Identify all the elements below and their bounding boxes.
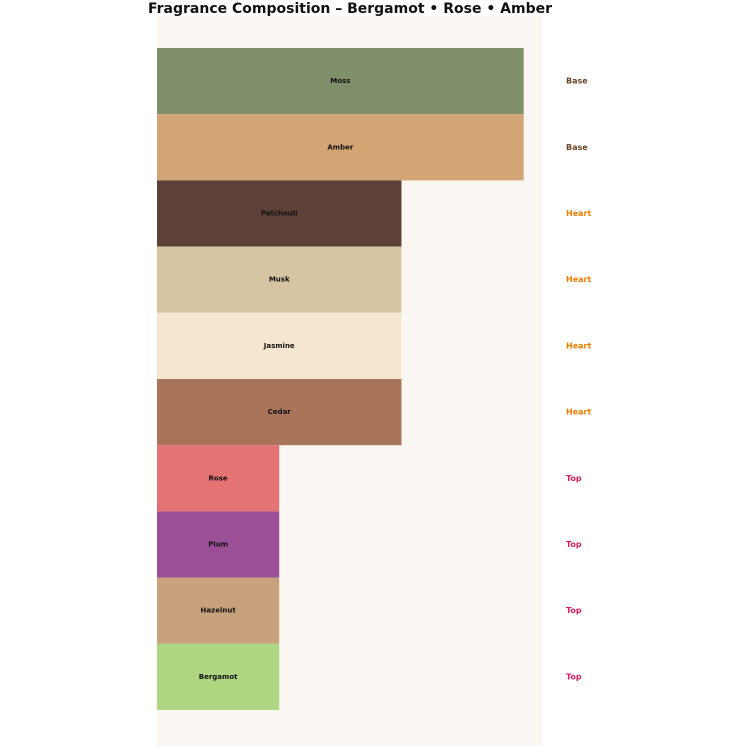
bar-label: Musk bbox=[269, 276, 290, 284]
bar-label: Hazelnut bbox=[201, 607, 237, 615]
bar bbox=[157, 643, 280, 710]
chart-title: Fragrance Composition – Bergamot • Rose … bbox=[148, 1, 552, 17]
bar bbox=[157, 577, 280, 644]
bar bbox=[157, 312, 402, 379]
bar bbox=[157, 246, 402, 313]
tier-label: Heart bbox=[566, 275, 591, 284]
bar bbox=[157, 445, 280, 512]
bar bbox=[157, 114, 524, 181]
bar bbox=[157, 180, 402, 247]
bar-label: Jasmine bbox=[263, 342, 295, 350]
bar bbox=[157, 48, 524, 115]
bar-label: Rose bbox=[209, 474, 228, 482]
tier-label: Heart bbox=[566, 209, 591, 218]
tier-label: Top bbox=[566, 672, 582, 681]
tier-label: Top bbox=[566, 606, 582, 615]
bar-label: Bergamot bbox=[199, 673, 238, 681]
tier-label: Top bbox=[566, 540, 582, 549]
tier-label: Top bbox=[566, 474, 582, 483]
bar bbox=[157, 511, 280, 578]
bar bbox=[157, 379, 402, 446]
bar-label: Patchouli bbox=[261, 210, 298, 218]
bar-label: Cedar bbox=[268, 408, 292, 416]
tier-label: Heart bbox=[566, 408, 591, 417]
bar-label: Plum bbox=[208, 541, 228, 549]
bar-label: Moss bbox=[330, 77, 350, 85]
tier-label: Base bbox=[566, 77, 588, 86]
bar-label: Amber bbox=[327, 143, 353, 151]
tier-label: Base bbox=[566, 143, 588, 152]
tier-label: Heart bbox=[566, 341, 591, 350]
